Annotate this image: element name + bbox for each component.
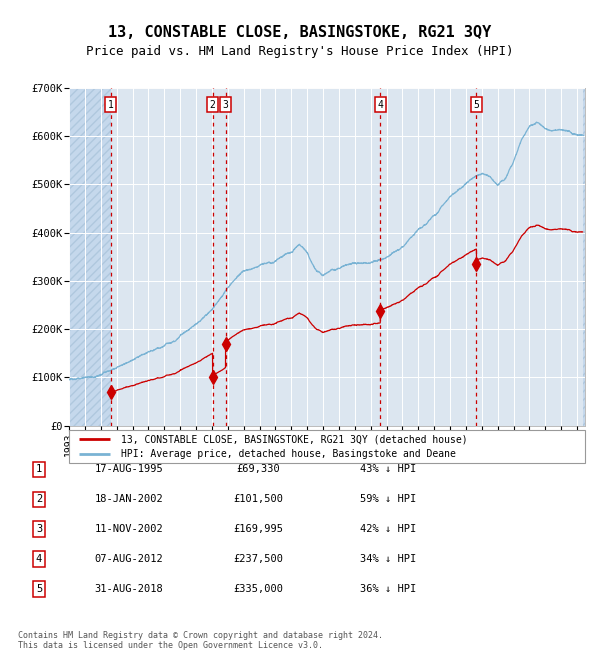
Text: 36% ↓ HPI: 36% ↓ HPI [360,584,416,594]
Text: £169,995: £169,995 [233,524,283,534]
FancyBboxPatch shape [69,430,585,463]
Text: 3: 3 [223,99,229,110]
Bar [69,88,110,426]
Text: HPI: Average price, detached house, Basingstoke and Deane: HPI: Average price, detached house, Basi… [121,449,455,459]
Text: 5: 5 [473,99,479,110]
Text: 07-AUG-2012: 07-AUG-2012 [95,554,163,564]
Text: £101,500: £101,500 [233,494,283,504]
Bar [69,88,110,426]
Text: 34% ↓ HPI: 34% ↓ HPI [360,554,416,564]
Text: 4: 4 [377,99,383,110]
Text: 43% ↓ HPI: 43% ↓ HPI [360,464,416,474]
Text: 31-AUG-2018: 31-AUG-2018 [95,584,163,594]
Text: 17-AUG-1995: 17-AUG-1995 [95,464,163,474]
Bar [583,88,585,426]
Text: 18-JAN-2002: 18-JAN-2002 [95,494,163,504]
Text: 2: 2 [36,494,42,504]
Text: 5: 5 [36,584,42,594]
Text: 13, CONSTABLE CLOSE, BASINGSTOKE, RG21 3QY: 13, CONSTABLE CLOSE, BASINGSTOKE, RG21 3… [109,25,491,40]
Text: Price paid vs. HM Land Registry's House Price Index (HPI): Price paid vs. HM Land Registry's House … [86,46,514,58]
Bar [583,88,585,426]
Text: 1: 1 [36,464,42,474]
Text: £69,330: £69,330 [236,464,280,474]
Text: 11-NOV-2002: 11-NOV-2002 [95,524,163,534]
Text: Contains HM Land Registry data © Crown copyright and database right 2024.: Contains HM Land Registry data © Crown c… [18,631,383,640]
Text: 42% ↓ HPI: 42% ↓ HPI [360,524,416,534]
Text: £237,500: £237,500 [233,554,283,564]
Text: 4: 4 [36,554,42,564]
Text: 1: 1 [108,99,113,110]
Text: £335,000: £335,000 [233,584,283,594]
Text: This data is licensed under the Open Government Licence v3.0.: This data is licensed under the Open Gov… [18,641,323,650]
Text: 2: 2 [209,99,215,110]
Text: 3: 3 [36,524,42,534]
Text: 13, CONSTABLE CLOSE, BASINGSTOKE, RG21 3QY (detached house): 13, CONSTABLE CLOSE, BASINGSTOKE, RG21 3… [121,434,467,444]
Text: 59% ↓ HPI: 59% ↓ HPI [360,494,416,504]
